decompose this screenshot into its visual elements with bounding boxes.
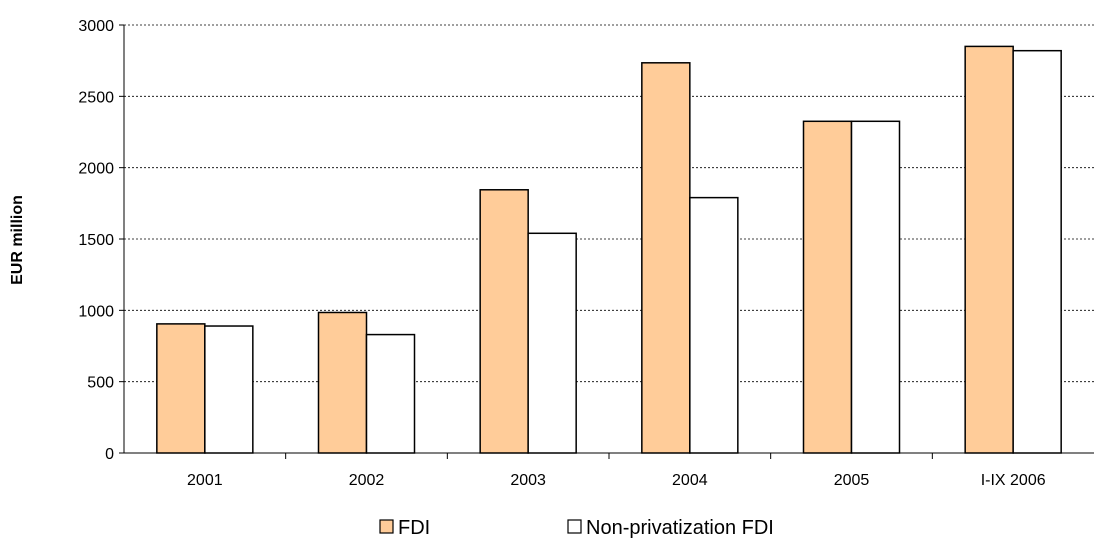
y-tick-label: 2000 xyxy=(78,161,114,178)
legend: FDI Non-privatization FDI xyxy=(379,517,774,539)
y-tick-label: 1000 xyxy=(78,303,114,320)
y-tick-label: 500 xyxy=(87,375,114,392)
legend-label: FDI xyxy=(398,517,430,539)
x-tick-label: 2001 xyxy=(187,472,223,489)
x-tick-label: 2003 xyxy=(510,472,546,489)
x-tick-label: 2002 xyxy=(349,472,385,489)
gridlines xyxy=(124,24,1094,383)
bar-fdi xyxy=(156,323,206,454)
bar-fdi xyxy=(802,120,853,454)
axes xyxy=(119,24,1094,459)
y-tick-label: 1500 xyxy=(78,232,114,249)
bar-non-privatization-fdi xyxy=(689,196,739,454)
legend-swatch xyxy=(379,519,394,534)
y-tick-labels: 0 500 1000 1500 2000 2500 3000 xyxy=(78,18,114,463)
bar-fdi xyxy=(641,62,691,454)
y-tick-label: 0 xyxy=(105,446,114,463)
y-tick-label: 3000 xyxy=(78,18,114,35)
bars xyxy=(156,45,1062,454)
legend-swatch xyxy=(567,519,582,534)
x-tick-labels: 2001 2002 2003 2004 2005 I-IX 2006 xyxy=(187,472,1046,489)
bar-fdi xyxy=(317,311,368,454)
bar-non-privatization-fdi xyxy=(527,232,577,454)
x-tick-label: 2004 xyxy=(672,472,708,489)
x-tick-label: I-IX 2006 xyxy=(981,472,1046,489)
x-tick-label: 2005 xyxy=(834,472,870,489)
bar-fdi xyxy=(964,45,1014,454)
bar-fdi xyxy=(479,189,529,454)
bar-non-privatization-fdi xyxy=(365,333,416,454)
y-tick-label: 2500 xyxy=(78,89,114,106)
legend-label: Non-privatization FDI xyxy=(586,517,774,539)
bar-non-privatization-fdi xyxy=(1012,49,1062,454)
bar-non-privatization-fdi xyxy=(204,325,254,454)
y-axis-title: EUR million xyxy=(9,195,26,285)
bar-non-privatization-fdi xyxy=(850,120,901,454)
